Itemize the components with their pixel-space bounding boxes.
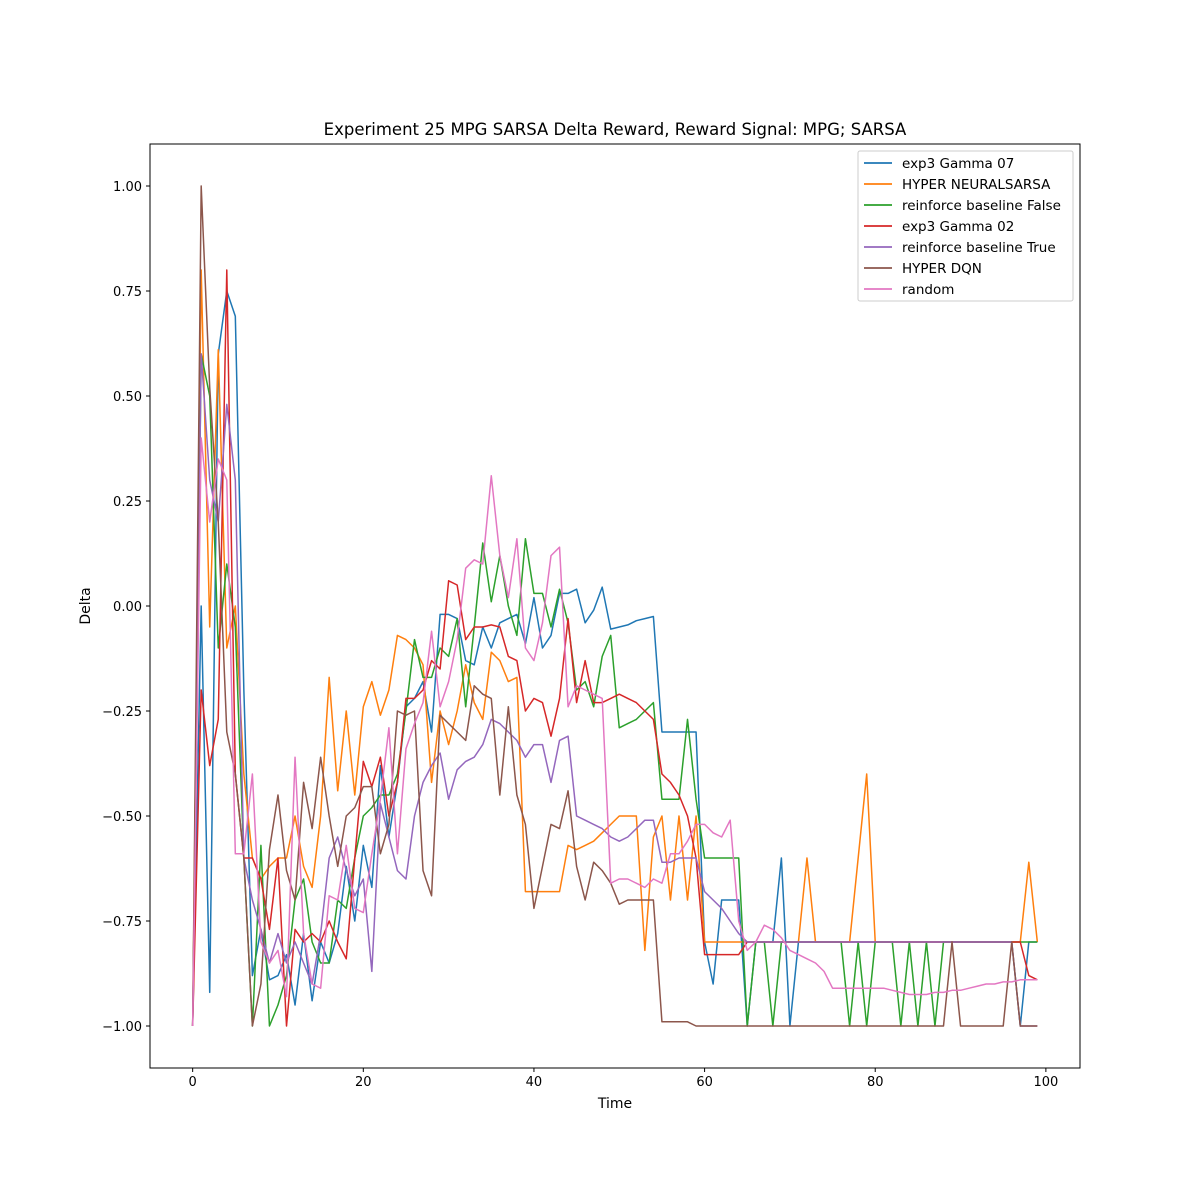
legend-label-2: reinforce baseline False (902, 198, 1061, 214)
y-tick-label: −0.75 (102, 915, 142, 930)
chart-title: Experiment 25 MPG SARSA Delta Reward, Re… (324, 120, 907, 139)
y-tick-label: 0.50 (113, 390, 142, 405)
legend-box (857, 150, 1074, 302)
x-tick-label: 80 (867, 1075, 884, 1090)
y-axis-label: Delta (78, 587, 94, 624)
y-tick-label: 0.00 (113, 600, 142, 615)
legend: exp3 Gamma 07 HYPER NEURALSARSA reinforce … (857, 150, 1074, 302)
x-tick-label: 0 (189, 1075, 197, 1090)
legend-label-5: HYPER DQN (902, 261, 982, 277)
y-tick-label: −1.00 (102, 1020, 142, 1035)
series-line-5 (191, 185, 1038, 1027)
y-axis: −1.00 −0.75 −0.50 −0.25 0.00 0.25 0.50 0.75 1.00 (102, 180, 150, 1035)
legend-label-0: exp3 Gamma 07 (902, 156, 1014, 172)
y-tick-label: 1.00 (113, 180, 142, 195)
x-tick-label: 100 (1033, 1075, 1058, 1090)
x-tick-label: 60 (696, 1075, 713, 1090)
x-axis: 0 20 40 60 80 100 (189, 1068, 1058, 1090)
legend-label-1: HYPER NEURALSARSA (902, 177, 1051, 193)
y-tick-label: −0.50 (102, 810, 142, 825)
series-line-4 (191, 353, 1038, 1027)
x-tick-label: 20 (355, 1075, 372, 1090)
plot-series-group (191, 185, 1039, 1027)
legend-label-4: reinforce baseline True (902, 240, 1056, 256)
y-tick-label: −0.25 (102, 705, 142, 720)
series-line-6 (191, 437, 1038, 1027)
y-tick-label: 0.75 (113, 285, 142, 300)
legend-label-3: exp3 Gamma 02 (902, 219, 1014, 235)
x-axis-label: Time (597, 1096, 632, 1112)
legend-label-6: random (902, 282, 954, 298)
y-tick-label: 0.25 (113, 495, 142, 510)
x-tick-label: 40 (526, 1075, 543, 1090)
